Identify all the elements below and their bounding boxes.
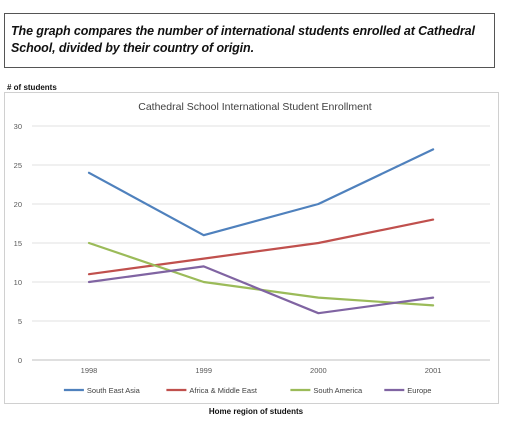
y-tick-label: 5: [18, 317, 22, 326]
x-axis-label: Home region of students: [208, 407, 304, 416]
y-axis-label: # of students: [7, 83, 57, 92]
y-tick-label: 25: [14, 161, 22, 170]
series-line-africa-middle-east: [87, 218, 435, 276]
series-line-europe: [87, 265, 435, 315]
y-tick-label: 20: [14, 200, 22, 209]
chart-title: Cathedral School International Student E…: [138, 101, 372, 113]
x-tick-label: 2001: [425, 366, 442, 375]
chart-frame: [4, 92, 499, 404]
y-tick-label: 10: [14, 278, 22, 287]
y-tick-label: 30: [14, 122, 22, 131]
caption-box: The graph compares the number of interna…: [4, 13, 495, 68]
y-tick-label: 15: [14, 239, 22, 248]
legend-label: Europe: [407, 386, 431, 395]
y-tick-label: 0: [18, 356, 22, 365]
x-tick-label: 2000: [310, 366, 327, 375]
legend-label: South America: [313, 386, 363, 395]
series-line-south-east-asia: [87, 148, 435, 237]
x-tick-label: 1999: [195, 366, 212, 375]
legend-label: Africa & Middle East: [189, 386, 257, 395]
x-tick-label: 1998: [81, 366, 98, 375]
legend-label: South East Asia: [87, 386, 141, 395]
caption-text: The graph compares the number of interna…: [11, 24, 475, 55]
